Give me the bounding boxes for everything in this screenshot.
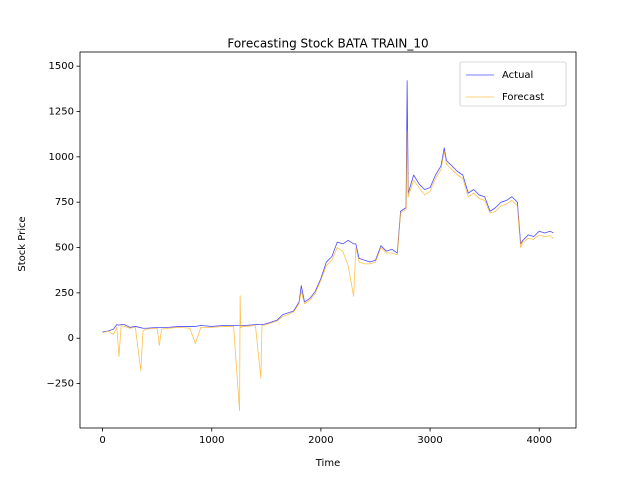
chart-title: Forecasting Stock BATA TRAIN_10 <box>227 37 428 51</box>
y-tick-label: 750 <box>55 197 74 208</box>
x-tick-label: 1000 <box>199 435 224 446</box>
y-tick-label: 0 <box>68 333 74 344</box>
y-tick-label: 500 <box>55 243 74 254</box>
legend-label: Forecast <box>502 92 544 103</box>
x-tick-label: 2000 <box>308 435 333 446</box>
line-series <box>102 131 554 412</box>
y-tick-label: 1500 <box>49 61 74 72</box>
legend-label: Actual <box>502 70 533 81</box>
x-tick-label: 4000 <box>526 435 551 446</box>
line-series <box>102 80 554 333</box>
x-axis-label: Time <box>315 458 340 469</box>
y-tick-label: 250 <box>55 288 74 299</box>
y-tick-label: −250 <box>47 379 74 390</box>
legend: Actual Forecast <box>459 61 567 107</box>
y-tick-label: 1000 <box>49 152 74 163</box>
legend-box <box>459 61 567 107</box>
x-tick-label: 0 <box>99 435 105 446</box>
y-axis-label: Stock Price <box>17 216 28 271</box>
y-tick-label: 1250 <box>49 107 74 118</box>
x-tick-label: 3000 <box>417 435 442 446</box>
plot-frame <box>79 51 577 429</box>
